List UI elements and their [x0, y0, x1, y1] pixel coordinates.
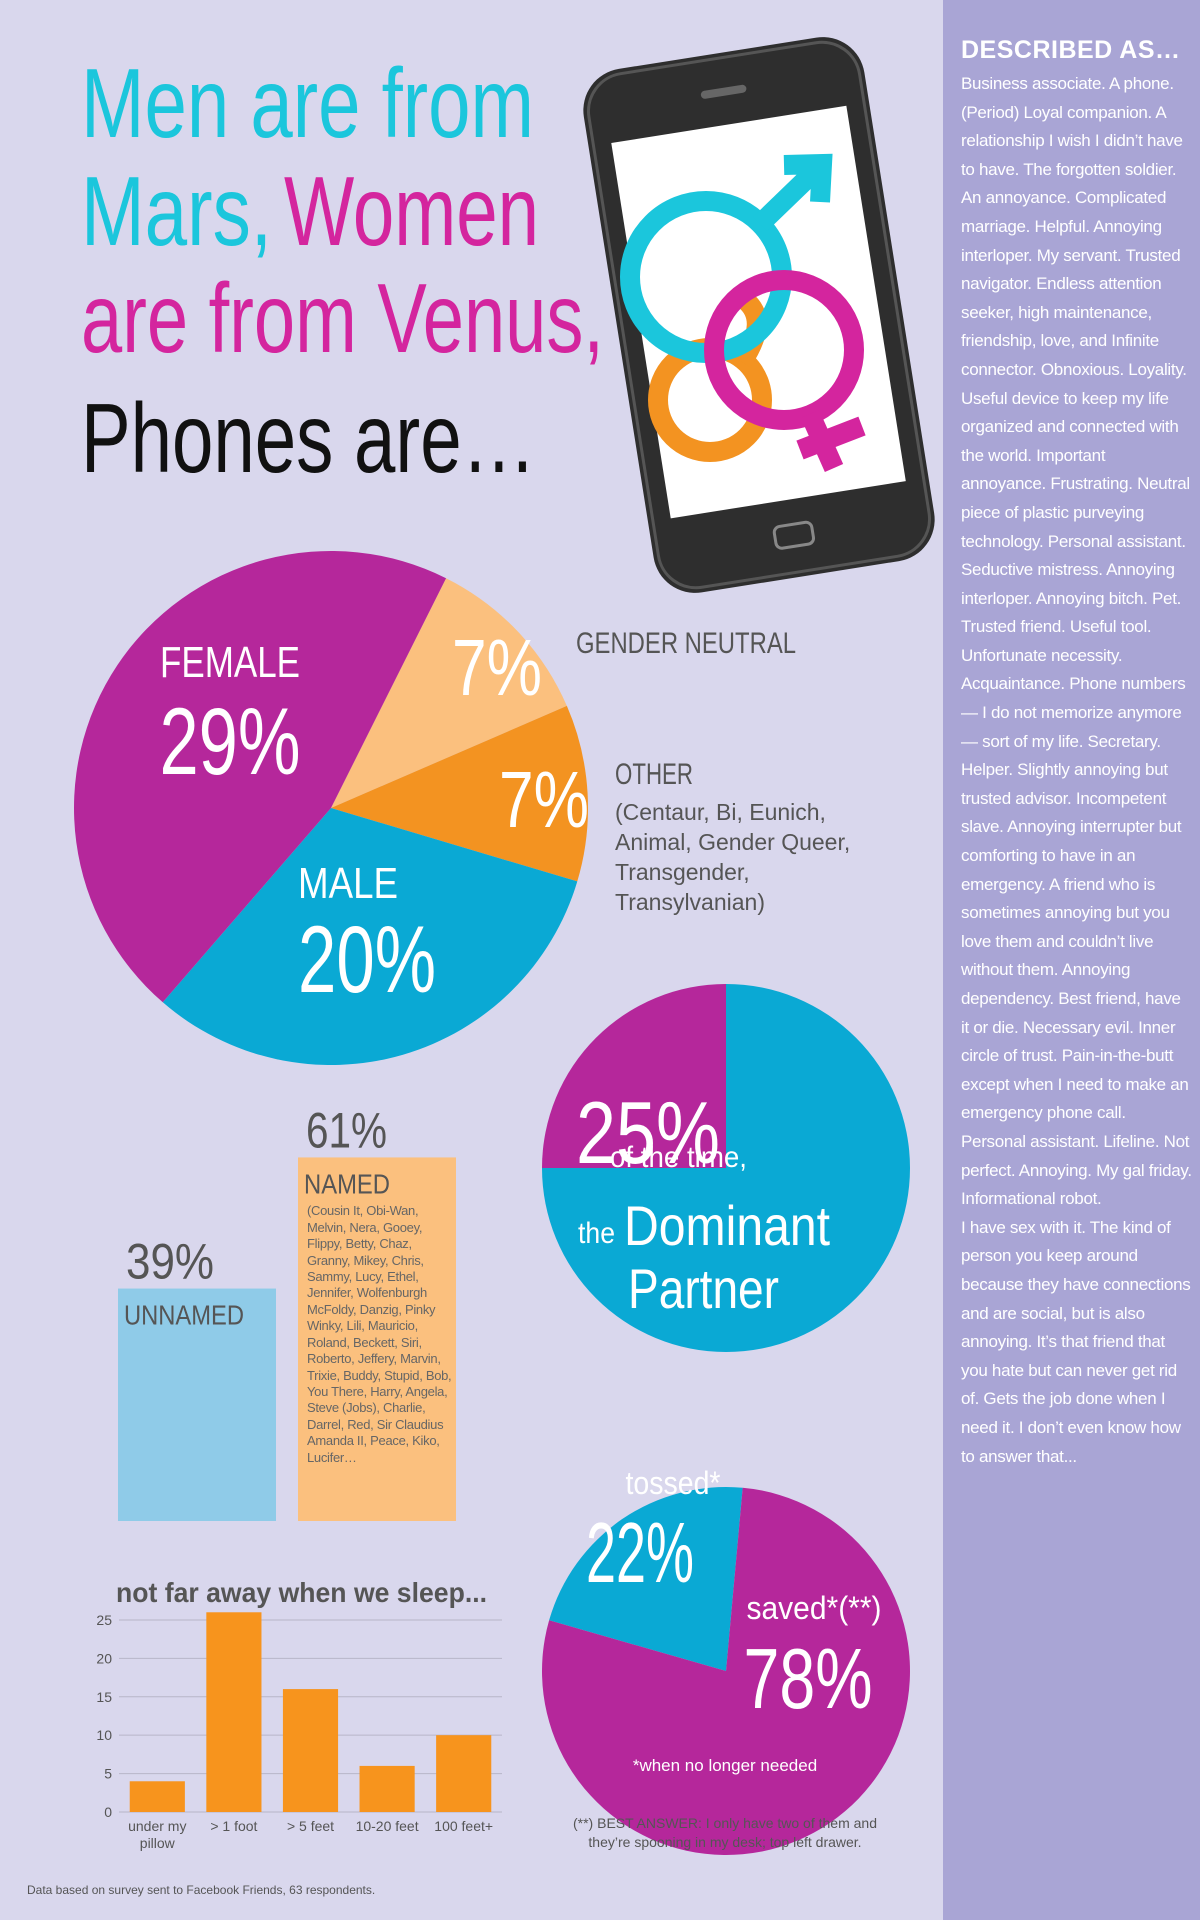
value-label: 29% — [160, 689, 301, 795]
bar — [298, 1157, 456, 1521]
sidebar-paragraph: Business associate. A phone. (Period) Lo… — [961, 74, 1192, 1209]
annotation: of the time, — [610, 1141, 747, 1174]
pie-slice — [331, 705, 588, 882]
bar — [436, 1735, 492, 1812]
annotation: Dominant — [624, 1194, 830, 1257]
category-label: MALE — [298, 859, 398, 908]
sidebar: DESCRIBED AS… Business associate. A phon… — [943, 0, 1200, 1920]
y-tick-label: 5 — [104, 1766, 112, 1782]
title-line: Men are from — [81, 48, 534, 158]
category-label: saved*(**) — [747, 1590, 882, 1626]
bar — [282, 1689, 339, 1812]
pie-slice — [549, 1487, 743, 1671]
category-label: OTHER — [615, 758, 693, 791]
category-label: NAMED — [304, 1168, 390, 1199]
category-label: GENDER NEUTRAL — [576, 627, 796, 660]
title-line: Phones are… — [81, 383, 536, 493]
x-tick-label: under my pillow — [128, 1818, 187, 1851]
named-list: (Cousin It, Obi-Wan, Melvin, Nera, Gooey… — [307, 1203, 452, 1465]
value-label: 7% — [499, 755, 589, 844]
value-label: 61% — [306, 1102, 387, 1158]
annotation: the — [578, 1217, 615, 1250]
x-tick-label: 100 feet+ — [434, 1818, 494, 1834]
footer: Data based on survey sent to Facebook Fr… — [27, 1883, 375, 1897]
value-label: 22% — [586, 1506, 694, 1601]
symbol-female — [704, 270, 864, 430]
phone-speaker — [700, 84, 747, 99]
symbol-male-arrow — [753, 153, 833, 232]
annotation: Partner — [628, 1257, 779, 1320]
gender-symbols — [620, 153, 866, 473]
category-label: tossed* — [626, 1465, 721, 1501]
bar — [206, 1612, 262, 1812]
pie-slice — [542, 1487, 911, 1855]
y-tick-label: 15 — [96, 1689, 112, 1705]
bar — [129, 1781, 185, 1812]
sidebar-paragraph: I have sex with it. The kind of person y… — [961, 1217, 1191, 1466]
pie-slice — [542, 984, 726, 1168]
title-line: Mars, — [81, 156, 272, 266]
pie-slice — [162, 808, 578, 1065]
chart-title: not far away when we sleep... — [116, 1577, 487, 1608]
phone-edge — [586, 40, 932, 590]
title-line: are from Venus, — [81, 263, 604, 373]
phone-button — [772, 520, 816, 550]
value-label: 39% — [126, 1234, 214, 1290]
y-tick-label: 20 — [96, 1650, 112, 1666]
y-tick-label: 0 — [104, 1804, 112, 1820]
sidebar-body: Business associate. A phone. (Period) Lo… — [961, 70, 1193, 1471]
value-label: 20% — [298, 907, 436, 1013]
category-label: FEMALE — [160, 638, 300, 687]
footnote: (**) BEST ANSWER: I only have two of the… — [573, 1815, 877, 1850]
other-note: (Centaur, Bi, Eunich, Animal, Gender Que… — [615, 799, 851, 915]
symbol-female-cross — [796, 409, 866, 473]
x-tick-label: > 5 feet — [286, 1818, 335, 1834]
y-tick-label: 10 — [96, 1727, 112, 1743]
category-label: UNNAMED — [124, 1300, 244, 1331]
bar — [118, 1288, 276, 1521]
pie-slice — [73, 550, 447, 1003]
note: *when no longer needed — [633, 1756, 817, 1775]
pie-slice — [331, 578, 567, 808]
value-label: 78% — [744, 1632, 873, 1727]
sidebar-heading: DESCRIBED AS… — [961, 36, 1181, 64]
value-label: 7% — [452, 623, 542, 712]
pie-slice — [542, 984, 910, 1352]
value-label: 25% — [576, 1083, 720, 1182]
bar — [359, 1765, 415, 1812]
y-tick-label: 25 — [96, 1612, 112, 1628]
title-line: Women — [284, 156, 539, 266]
x-tick-label: 10-20 feet — [355, 1818, 419, 1834]
x-tick-label: > 1 foot — [210, 1818, 258, 1834]
